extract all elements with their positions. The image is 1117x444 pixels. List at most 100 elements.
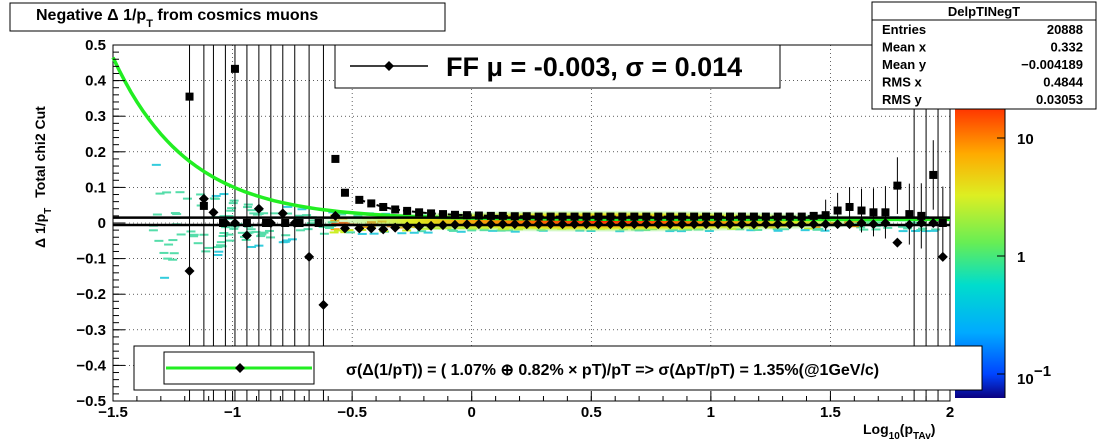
y-tick-label: −0.3 (76, 322, 106, 339)
y-axis-label: Δ 1/pTTotal chi2 Cut (32, 106, 54, 248)
stats-value: 20888 (1047, 22, 1083, 37)
heatmap-cell (226, 209, 236, 212)
heatmap-cell (201, 250, 211, 253)
stats-value: 0.03053 (1036, 92, 1083, 107)
heatmap-cell (423, 231, 433, 234)
heatmap-cell (224, 215, 234, 218)
heatmap-cell (247, 209, 257, 212)
mean-point (678, 212, 687, 221)
heatmap-cell (163, 257, 173, 260)
stats-value: 0.4844 (1043, 75, 1084, 90)
sigma-point (304, 251, 315, 262)
heatmap-cell (243, 206, 253, 209)
heatmap-cell (193, 242, 203, 245)
heatmap-cell (259, 231, 269, 234)
heatmap-cell (907, 221, 917, 224)
y-tick-label: −0.5 (76, 393, 106, 410)
mean-point (797, 212, 806, 221)
mean-point (391, 205, 400, 214)
mean-point (905, 210, 914, 219)
heatmap-cell (800, 229, 810, 232)
mean-point (893, 181, 902, 190)
heatmap-cell (159, 251, 169, 254)
sigma-point (856, 218, 867, 228)
sigma-point (461, 219, 472, 230)
heatmap-cell (214, 250, 224, 253)
heatmap-cell (883, 226, 893, 229)
heatmap-cell (329, 231, 339, 234)
mean-point (355, 195, 364, 204)
y-tick-label: −0.1 (76, 251, 106, 268)
heatmap-cell (162, 191, 172, 194)
heatmap-cell (820, 229, 830, 232)
heatmap-cell (369, 232, 379, 235)
mean-point (929, 170, 938, 179)
x-tick-label: 2 (946, 404, 954, 421)
mean-trend-line (359, 198, 826, 218)
sigma-point (497, 219, 508, 230)
x-tick-label: −1 (224, 404, 241, 421)
stats-label: Mean y (882, 57, 927, 72)
sigma-point (378, 224, 389, 235)
sigma-point (937, 251, 948, 262)
mean-point (546, 212, 555, 221)
heatmap-cell (898, 225, 908, 228)
heatmap-cell (228, 202, 238, 205)
heatmap-cell (910, 230, 920, 233)
sigma-point (354, 223, 365, 234)
colorbar-tick-1: 1 (1017, 249, 1025, 266)
y-tick-label: −0.2 (76, 286, 106, 303)
heatmap-cell (160, 276, 170, 279)
heatmap-cell (397, 232, 407, 235)
heatmap-cell (215, 244, 225, 247)
y-tick-label: 0 (98, 215, 106, 232)
sigma-point (629, 219, 640, 230)
heatmap-cell (172, 213, 182, 216)
mean-point (857, 206, 866, 215)
heatmap-cell (229, 199, 239, 202)
heatmap-cell (168, 258, 178, 261)
heatmap-cell (155, 192, 165, 195)
sigma-point (653, 219, 664, 230)
sigma-point (390, 222, 401, 233)
heatmap-cell (241, 238, 251, 241)
sigma-point (904, 219, 915, 230)
heatmap-cell (859, 228, 869, 231)
sigma-point (533, 219, 544, 230)
stats-value: 0.332 (1050, 40, 1083, 55)
sigma-point (796, 219, 807, 230)
heatmap-cell (319, 232, 329, 235)
data-points (184, 64, 948, 310)
heatmap-cell (186, 230, 196, 233)
heatmap-cell (251, 230, 261, 233)
heatmap-cell (330, 228, 340, 231)
heatmap-cell (216, 241, 226, 244)
mean-point (439, 210, 448, 219)
sigma-point (438, 220, 449, 231)
heatmap-cell (257, 233, 267, 236)
heatmap-cell (297, 208, 307, 211)
heatmap-cell (334, 212, 344, 215)
heatmap-cell (417, 230, 427, 233)
mean-point (230, 64, 239, 73)
sigma-point (253, 203, 264, 214)
stats-label: RMS y (882, 92, 923, 107)
mean-point (331, 154, 340, 163)
sigma-point (330, 210, 341, 221)
sigma-point (198, 193, 209, 204)
sigma-point (366, 223, 377, 234)
sigma-point (426, 220, 437, 231)
resolution-legend-marker (235, 363, 245, 373)
heatmap-cell (903, 227, 913, 230)
sigma-point (784, 219, 795, 230)
heatmap-cell (227, 207, 237, 210)
heatmap-cell (182, 197, 192, 200)
heatmap-cell (256, 235, 266, 238)
title-box (9, 2, 446, 32)
sigma-point (521, 219, 532, 230)
sigma-point (473, 219, 484, 230)
mean-point (690, 212, 699, 221)
heatmap-cell (204, 246, 214, 249)
sigma-point (289, 218, 300, 228)
